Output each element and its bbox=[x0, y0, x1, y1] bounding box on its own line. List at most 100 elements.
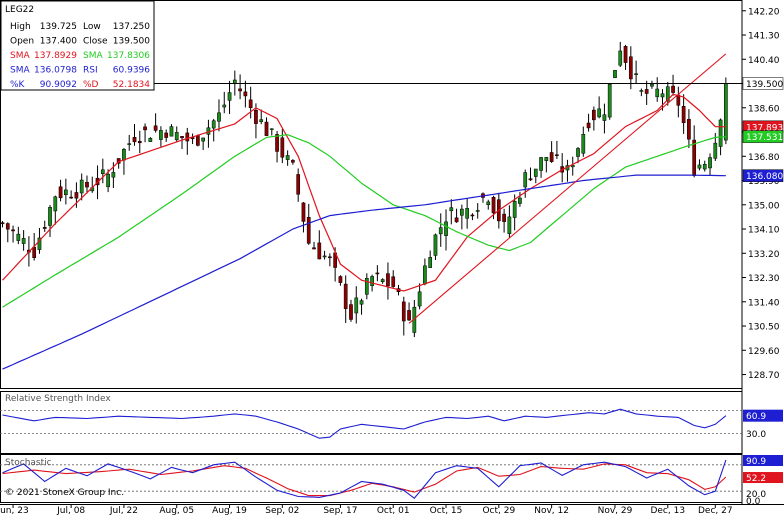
candle-up bbox=[697, 164, 702, 169]
info-value: 52.1834 bbox=[113, 80, 150, 90]
candle-up bbox=[597, 108, 601, 118]
candle-down bbox=[312, 247, 316, 250]
candle-down bbox=[254, 109, 258, 124]
info-box-rows: High 139.725 Low 137.250 Open 137.400 Close 139… bbox=[10, 22, 150, 90]
sma-value-tag-2-bg bbox=[742, 130, 784, 143]
info-label: %K bbox=[10, 80, 26, 90]
close-value-tag-bg bbox=[742, 77, 784, 90]
candle-down bbox=[42, 227, 47, 229]
sma-line-2 bbox=[2, 134, 726, 308]
stochastic-d-tag: 52.2 bbox=[746, 474, 766, 484]
candle-up bbox=[111, 172, 116, 178]
stochastic-d-tag-bg bbox=[743, 472, 783, 484]
candle-up bbox=[576, 148, 580, 157]
candle-down bbox=[132, 137, 137, 143]
candle-up bbox=[486, 201, 491, 206]
candle-up bbox=[708, 157, 712, 169]
candle-up bbox=[465, 208, 469, 219]
moving-average-lines bbox=[2, 93, 726, 370]
candle-down bbox=[185, 132, 190, 142]
sma-line-3 bbox=[2, 174, 726, 370]
candle-down bbox=[491, 196, 496, 214]
candle-down bbox=[454, 217, 459, 223]
candle-down bbox=[586, 122, 591, 129]
candle-down bbox=[555, 154, 559, 156]
candle-up bbox=[607, 83, 612, 118]
candle-down bbox=[301, 202, 306, 222]
rsi-axis-ticks: 60.9 30.0 bbox=[743, 409, 783, 440]
candle-up bbox=[570, 164, 575, 168]
candle-up bbox=[539, 157, 543, 171]
info-label: SMA bbox=[10, 51, 30, 61]
price-tick-label: 142.20 bbox=[748, 7, 780, 17]
candle-up bbox=[449, 207, 454, 212]
price-tick-label: 132.30 bbox=[748, 274, 780, 284]
candle-up bbox=[665, 86, 670, 102]
sma-value-tag-3-bg bbox=[742, 169, 784, 182]
info-value: 139.500 bbox=[113, 37, 150, 47]
panel-frames bbox=[0, 0, 784, 505]
candle-down bbox=[11, 229, 15, 232]
rsi-level-label: 30.0 bbox=[746, 430, 766, 440]
candle-up bbox=[718, 119, 723, 147]
candle-up bbox=[364, 278, 369, 295]
candle-down bbox=[349, 304, 353, 320]
info-value: 139.725 bbox=[40, 22, 77, 32]
date-tick-label: Sep, 02 bbox=[265, 506, 299, 516]
candle-up bbox=[380, 279, 385, 282]
candle-up bbox=[201, 137, 205, 142]
price-tick-label: 141.30 bbox=[748, 32, 780, 42]
candle-down bbox=[470, 214, 475, 217]
candle-down bbox=[592, 109, 596, 121]
candle-up bbox=[354, 297, 359, 314]
candle-down bbox=[528, 178, 533, 181]
info-label: RSI bbox=[83, 66, 98, 76]
info-label: Open bbox=[10, 37, 34, 47]
sma-value-tag-3: 136.080 bbox=[746, 172, 783, 182]
rsi-value-tag-bg bbox=[743, 409, 783, 422]
date-tick-label: Oct, 01 bbox=[377, 506, 410, 516]
info-label: %D bbox=[83, 80, 99, 90]
candle-up bbox=[127, 143, 132, 145]
date-tick-label: Nov, 29 bbox=[598, 506, 633, 516]
info-label: High bbox=[10, 22, 31, 32]
candle-up bbox=[64, 189, 68, 196]
candle-up bbox=[581, 134, 586, 154]
candle-down bbox=[623, 46, 628, 63]
price-tick-label: 140.40 bbox=[748, 56, 780, 66]
candle-down bbox=[137, 140, 142, 144]
candle-down bbox=[264, 121, 269, 136]
info-box-frame bbox=[0, 0, 155, 91]
candle-down bbox=[291, 160, 295, 163]
candle-up bbox=[21, 238, 26, 244]
candle-down bbox=[280, 137, 285, 158]
candle-up bbox=[475, 210, 480, 212]
sma-value-tag-1: 137.893 bbox=[746, 123, 783, 133]
candle-down bbox=[5, 223, 10, 230]
candle-down bbox=[306, 216, 311, 244]
candle-down bbox=[58, 186, 63, 199]
candle-up bbox=[702, 164, 707, 170]
info-value: 137.250 bbox=[113, 22, 150, 32]
candle-down bbox=[343, 283, 348, 309]
candle-up bbox=[222, 104, 227, 108]
candle-up bbox=[613, 70, 617, 78]
candle-up bbox=[217, 112, 221, 122]
candle-down bbox=[386, 273, 390, 287]
candle-down bbox=[196, 135, 200, 146]
trendlines bbox=[408, 53, 727, 324]
candle-up bbox=[106, 173, 110, 188]
candle-up bbox=[359, 300, 364, 305]
candle-down bbox=[328, 256, 332, 259]
date-axis: Jun, 23 Jul, 08 Jul, 22 Aug, 05 Aug, 19 Sep, … bbox=[0, 504, 733, 516]
candle-up bbox=[100, 169, 105, 174]
candle-up bbox=[660, 93, 665, 98]
candle-down bbox=[153, 125, 158, 131]
candle-down bbox=[0, 222, 5, 225]
candle-up bbox=[512, 201, 517, 218]
candle-down bbox=[681, 105, 686, 124]
close-value-tag: 139.500 bbox=[746, 80, 783, 90]
info-label: SMA bbox=[10, 66, 30, 76]
price-tick-label: 131.40 bbox=[748, 298, 780, 308]
